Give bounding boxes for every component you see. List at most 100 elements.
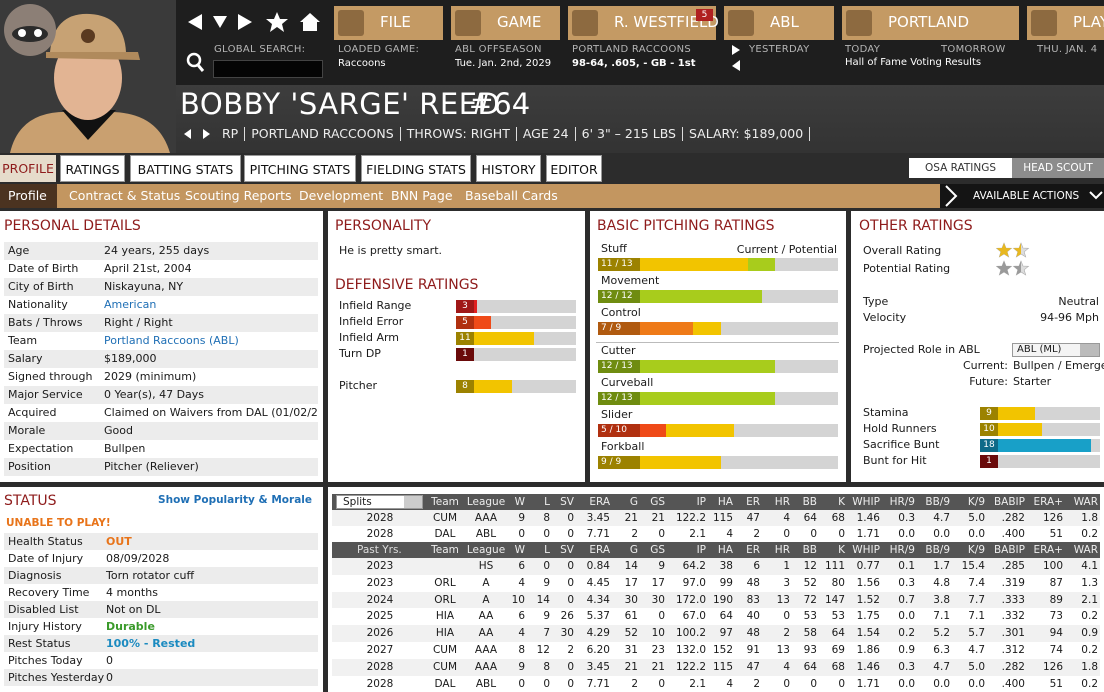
link[interactable]: Show Popularity & Morale — [158, 494, 312, 506]
cell: 1.86 — [856, 644, 880, 656]
info-item: AGE 24 — [523, 127, 576, 141]
cell: 40 — [746, 610, 760, 623]
cell: 0 — [567, 677, 574, 690]
personality-panel — [328, 211, 585, 482]
cell: 122.2 — [675, 512, 706, 524]
cell: 47 — [746, 512, 760, 524]
nav-button[interactable]: ABL — [724, 6, 834, 40]
rating-label: Control — [601, 306, 641, 319]
row-label: Position — [8, 460, 51, 473]
nav-button[interactable]: GAME — [451, 6, 560, 40]
rating-label: Movement — [601, 274, 660, 287]
row-bg — [4, 404, 318, 422]
tab[interactable]: HISTORY — [476, 155, 541, 182]
info-arrows[interactable] — [182, 128, 214, 142]
cell: AAA — [474, 512, 498, 524]
splits-select[interactable]: Splits — [336, 495, 423, 509]
cell: ORL — [434, 576, 456, 589]
cell: 2023 — [366, 560, 394, 572]
cell: 72 — [803, 593, 817, 606]
cell: 6 — [518, 560, 525, 572]
tab[interactable]: FIELDING STATS — [361, 155, 471, 182]
info-item: RP — [222, 127, 246, 141]
cell: 1.52 — [856, 593, 880, 606]
nav-button[interactable]: PLAY — [1027, 6, 1104, 40]
subtab[interactable]: BNN Page — [391, 188, 453, 203]
header-band — [0, 85, 1104, 153]
cell: 2027 — [366, 644, 394, 656]
tab[interactable]: RATINGS — [60, 155, 125, 182]
cell: .333 — [1001, 593, 1025, 606]
rating-label: Turn DP — [339, 347, 381, 360]
nav-button[interactable]: R. WESTFIELD — [568, 6, 719, 40]
cell: ORL — [434, 593, 456, 606]
cell: CUM — [432, 660, 458, 673]
rating-box: 1 — [456, 348, 474, 361]
cell: 1.71 — [856, 528, 880, 540]
role-select[interactable]: ABL (ML) — [1012, 343, 1100, 357]
cell: 6.3 — [933, 644, 950, 656]
rating-label: Slider — [601, 408, 633, 421]
cell: 132.0 — [675, 644, 706, 656]
column-header: ERA — [589, 496, 610, 508]
rating-box: 12 / 12 — [598, 290, 640, 303]
toggle[interactable]: OSA RATINGS — [909, 158, 1012, 178]
nav-label: PORTLAND — [888, 13, 970, 31]
rating-box: 3 — [456, 300, 474, 313]
cell: 4.8 — [933, 576, 950, 589]
cell: 6 — [753, 560, 760, 572]
cell: 0.77 — [856, 560, 880, 572]
cell: HIA — [435, 610, 455, 623]
cell: 7.4 — [968, 576, 985, 589]
column-header: Team — [431, 496, 459, 508]
tab[interactable]: PITCHING STATS — [244, 155, 356, 182]
cell: 1.46 — [856, 512, 880, 524]
cell: 2 — [783, 627, 790, 640]
tab[interactable]: PROFILE — [0, 155, 56, 182]
cell: 0.3 — [898, 660, 915, 673]
column-header: L — [544, 544, 550, 556]
subtab[interactable]: Baseball Cards — [465, 188, 558, 203]
row-label: Salary — [8, 352, 43, 365]
cell: 0 — [567, 528, 574, 540]
actions[interactable]: AVAILABLE ACTIONS — [973, 190, 1080, 202]
row-bg — [4, 422, 318, 440]
tab[interactable]: EDITOR — [546, 155, 602, 182]
label: GLOBAL SEARCH: — [214, 44, 306, 55]
nav-button[interactable]: PORTLAND — [842, 6, 1019, 40]
cell: 8 — [543, 512, 550, 524]
nav-icons[interactable] — [180, 4, 330, 84]
column-header: BB — [802, 544, 817, 556]
row-value: $189,000 — [104, 352, 157, 365]
tab[interactable]: BATTING STATS — [130, 155, 241, 182]
column-header: WHIP — [852, 496, 880, 508]
subtab[interactable]: Development — [299, 188, 384, 203]
cell: 0 — [518, 528, 525, 540]
search-box[interactable] — [213, 60, 323, 78]
row-value: 0 — [106, 671, 113, 684]
cell: 2028 — [366, 660, 394, 673]
toggle[interactable]: HEAD SCOUT — [1012, 158, 1104, 178]
cell: 4 — [518, 576, 525, 589]
column-header: ER — [746, 544, 760, 556]
cell: 0 — [658, 610, 665, 623]
value: Bullpen / Emerger — [1013, 359, 1104, 372]
actions-bar[interactable] — [940, 184, 1104, 208]
cell: 6 — [518, 610, 525, 623]
cell: 0 — [783, 528, 790, 540]
cell: 5.7 — [968, 627, 985, 640]
cell: 74 — [1049, 644, 1063, 656]
row-label: Date of Injury — [8, 552, 84, 565]
cell: 21 — [624, 660, 638, 673]
cell: HS — [478, 560, 494, 572]
day-arrows[interactable] — [729, 43, 743, 73]
row-value: 100% - Rested — [106, 637, 196, 650]
cell: 0.7 — [898, 593, 915, 606]
cell: 0.2 — [898, 627, 915, 640]
nav-label: PLAY — [1073, 13, 1104, 31]
subtab[interactable]: Contract & Status — [69, 188, 181, 203]
nav-button[interactable]: FILE — [334, 6, 443, 40]
subtab[interactable]: Scouting Reports — [185, 188, 292, 203]
subtab[interactable]: Profile — [0, 184, 57, 208]
cell: 64 — [803, 512, 817, 524]
